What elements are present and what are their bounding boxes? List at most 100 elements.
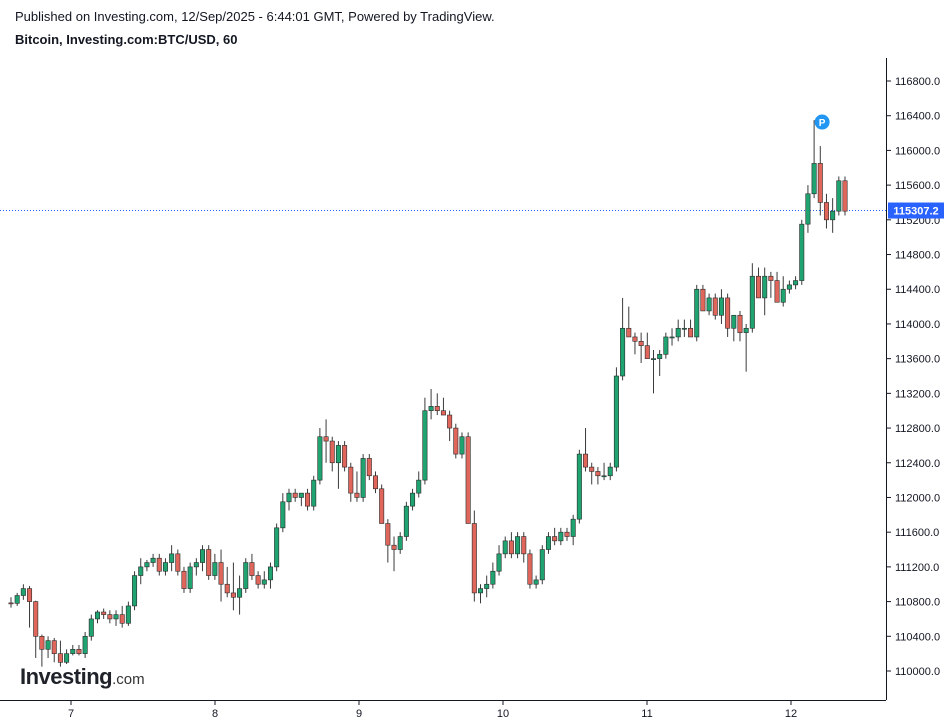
candle: [663, 332, 669, 359]
candle: [583, 428, 589, 472]
candle-body-down: [434, 406, 440, 412]
candle: [27, 585, 33, 628]
candle: [385, 519, 391, 563]
candle: [323, 419, 329, 463]
candle: [823, 193, 829, 229]
candle: [379, 484, 385, 524]
candle-body-down: [218, 562, 224, 585]
candle: [107, 610, 113, 624]
candle: [94, 610, 100, 624]
candle-body-down: [27, 588, 33, 602]
candle-body-down: [440, 410, 446, 416]
candle-body-up: [70, 649, 76, 654]
candle: [669, 328, 675, 346]
candle-body-down: [51, 640, 57, 654]
candle-body-up: [533, 579, 539, 585]
candle: [644, 332, 650, 359]
candle-body-down: [224, 583, 230, 594]
candle-body-up: [410, 492, 416, 507]
candle-body-down: [181, 570, 187, 589]
candle-body-down: [101, 611, 107, 615]
candle: [632, 332, 638, 355]
marker-label: P: [819, 118, 826, 129]
candle-body-up: [484, 583, 490, 589]
candle: [657, 349, 663, 376]
candle-body-up: [576, 453, 582, 520]
candle-body-down: [206, 549, 212, 576]
candle: [786, 280, 792, 294]
candle: [101, 608, 107, 619]
candle-body-up: [805, 193, 811, 225]
price-tick-label: 113600.0: [895, 354, 940, 366]
candle: [255, 571, 261, 589]
candle-body-down: [626, 327, 632, 338]
candle: [780, 276, 786, 307]
candle: [762, 267, 768, 316]
candle-body-down: [823, 202, 829, 221]
candle-body-down: [774, 280, 780, 303]
candle: [613, 367, 619, 472]
candle-body-up: [613, 375, 619, 468]
candle-body-down: [756, 275, 762, 299]
candle-body-up: [545, 536, 551, 550]
price-tick-label: 112400.0: [895, 458, 940, 470]
candle-body-up: [113, 614, 119, 620]
candle: [700, 284, 706, 312]
candle-body-up: [187, 566, 193, 589]
candle-body-up: [193, 562, 199, 568]
candle: [601, 462, 607, 481]
price-tick-label: 115600.0: [895, 180, 940, 192]
candle-body-down: [342, 445, 348, 468]
candle-body-up: [657, 354, 663, 359]
candle: [706, 293, 712, 316]
candle: [743, 323, 749, 372]
price-tick-label: 114800.0: [895, 250, 940, 262]
candle: [416, 471, 422, 498]
candle-body-down: [39, 635, 45, 650]
candle: [403, 501, 409, 541]
price-tick-label: 114400.0: [895, 284, 940, 296]
candle: [589, 462, 595, 485]
candle-body-down: [688, 327, 694, 338]
candle-body-up: [694, 288, 700, 338]
candle: [391, 536, 397, 572]
candle: [533, 575, 539, 589]
candle: [150, 553, 156, 567]
candle-body-up: [830, 210, 836, 221]
price-tick-label: 114000.0: [895, 319, 940, 331]
candle: [354, 471, 360, 502]
candle-body-up: [669, 336, 675, 339]
candle-body-down: [249, 562, 255, 576]
candle-body-up: [298, 492, 304, 498]
candle-body-down: [589, 466, 595, 472]
candle-body-up: [718, 297, 724, 316]
candle-body-up: [274, 527, 280, 568]
candle: [731, 314, 737, 342]
price-tick-label: 112800.0: [895, 423, 940, 435]
candle: [434, 393, 440, 416]
candle: [51, 638, 57, 663]
candle: [162, 558, 168, 576]
candle-body-down: [527, 553, 533, 585]
candle: [459, 432, 465, 459]
candle: [737, 310, 743, 342]
candle-body-down: [379, 488, 385, 524]
candle: [175, 549, 181, 576]
candle-body-up: [780, 288, 786, 303]
candle: [206, 545, 212, 580]
candle: [638, 332, 644, 363]
candle: [453, 423, 459, 459]
candle-body-down: [737, 314, 743, 333]
candle: [595, 467, 601, 485]
candle: [280, 493, 286, 533]
candle: [515, 532, 521, 559]
candle: [502, 536, 508, 559]
price-tick-label: 110400.0: [895, 631, 940, 643]
candle: [756, 267, 762, 299]
candle: [842, 176, 848, 216]
candle-body-down: [638, 340, 644, 346]
candle-body-up: [570, 518, 576, 537]
time-tick-label: 11: [641, 708, 652, 720]
candle-body-down: [230, 592, 236, 598]
